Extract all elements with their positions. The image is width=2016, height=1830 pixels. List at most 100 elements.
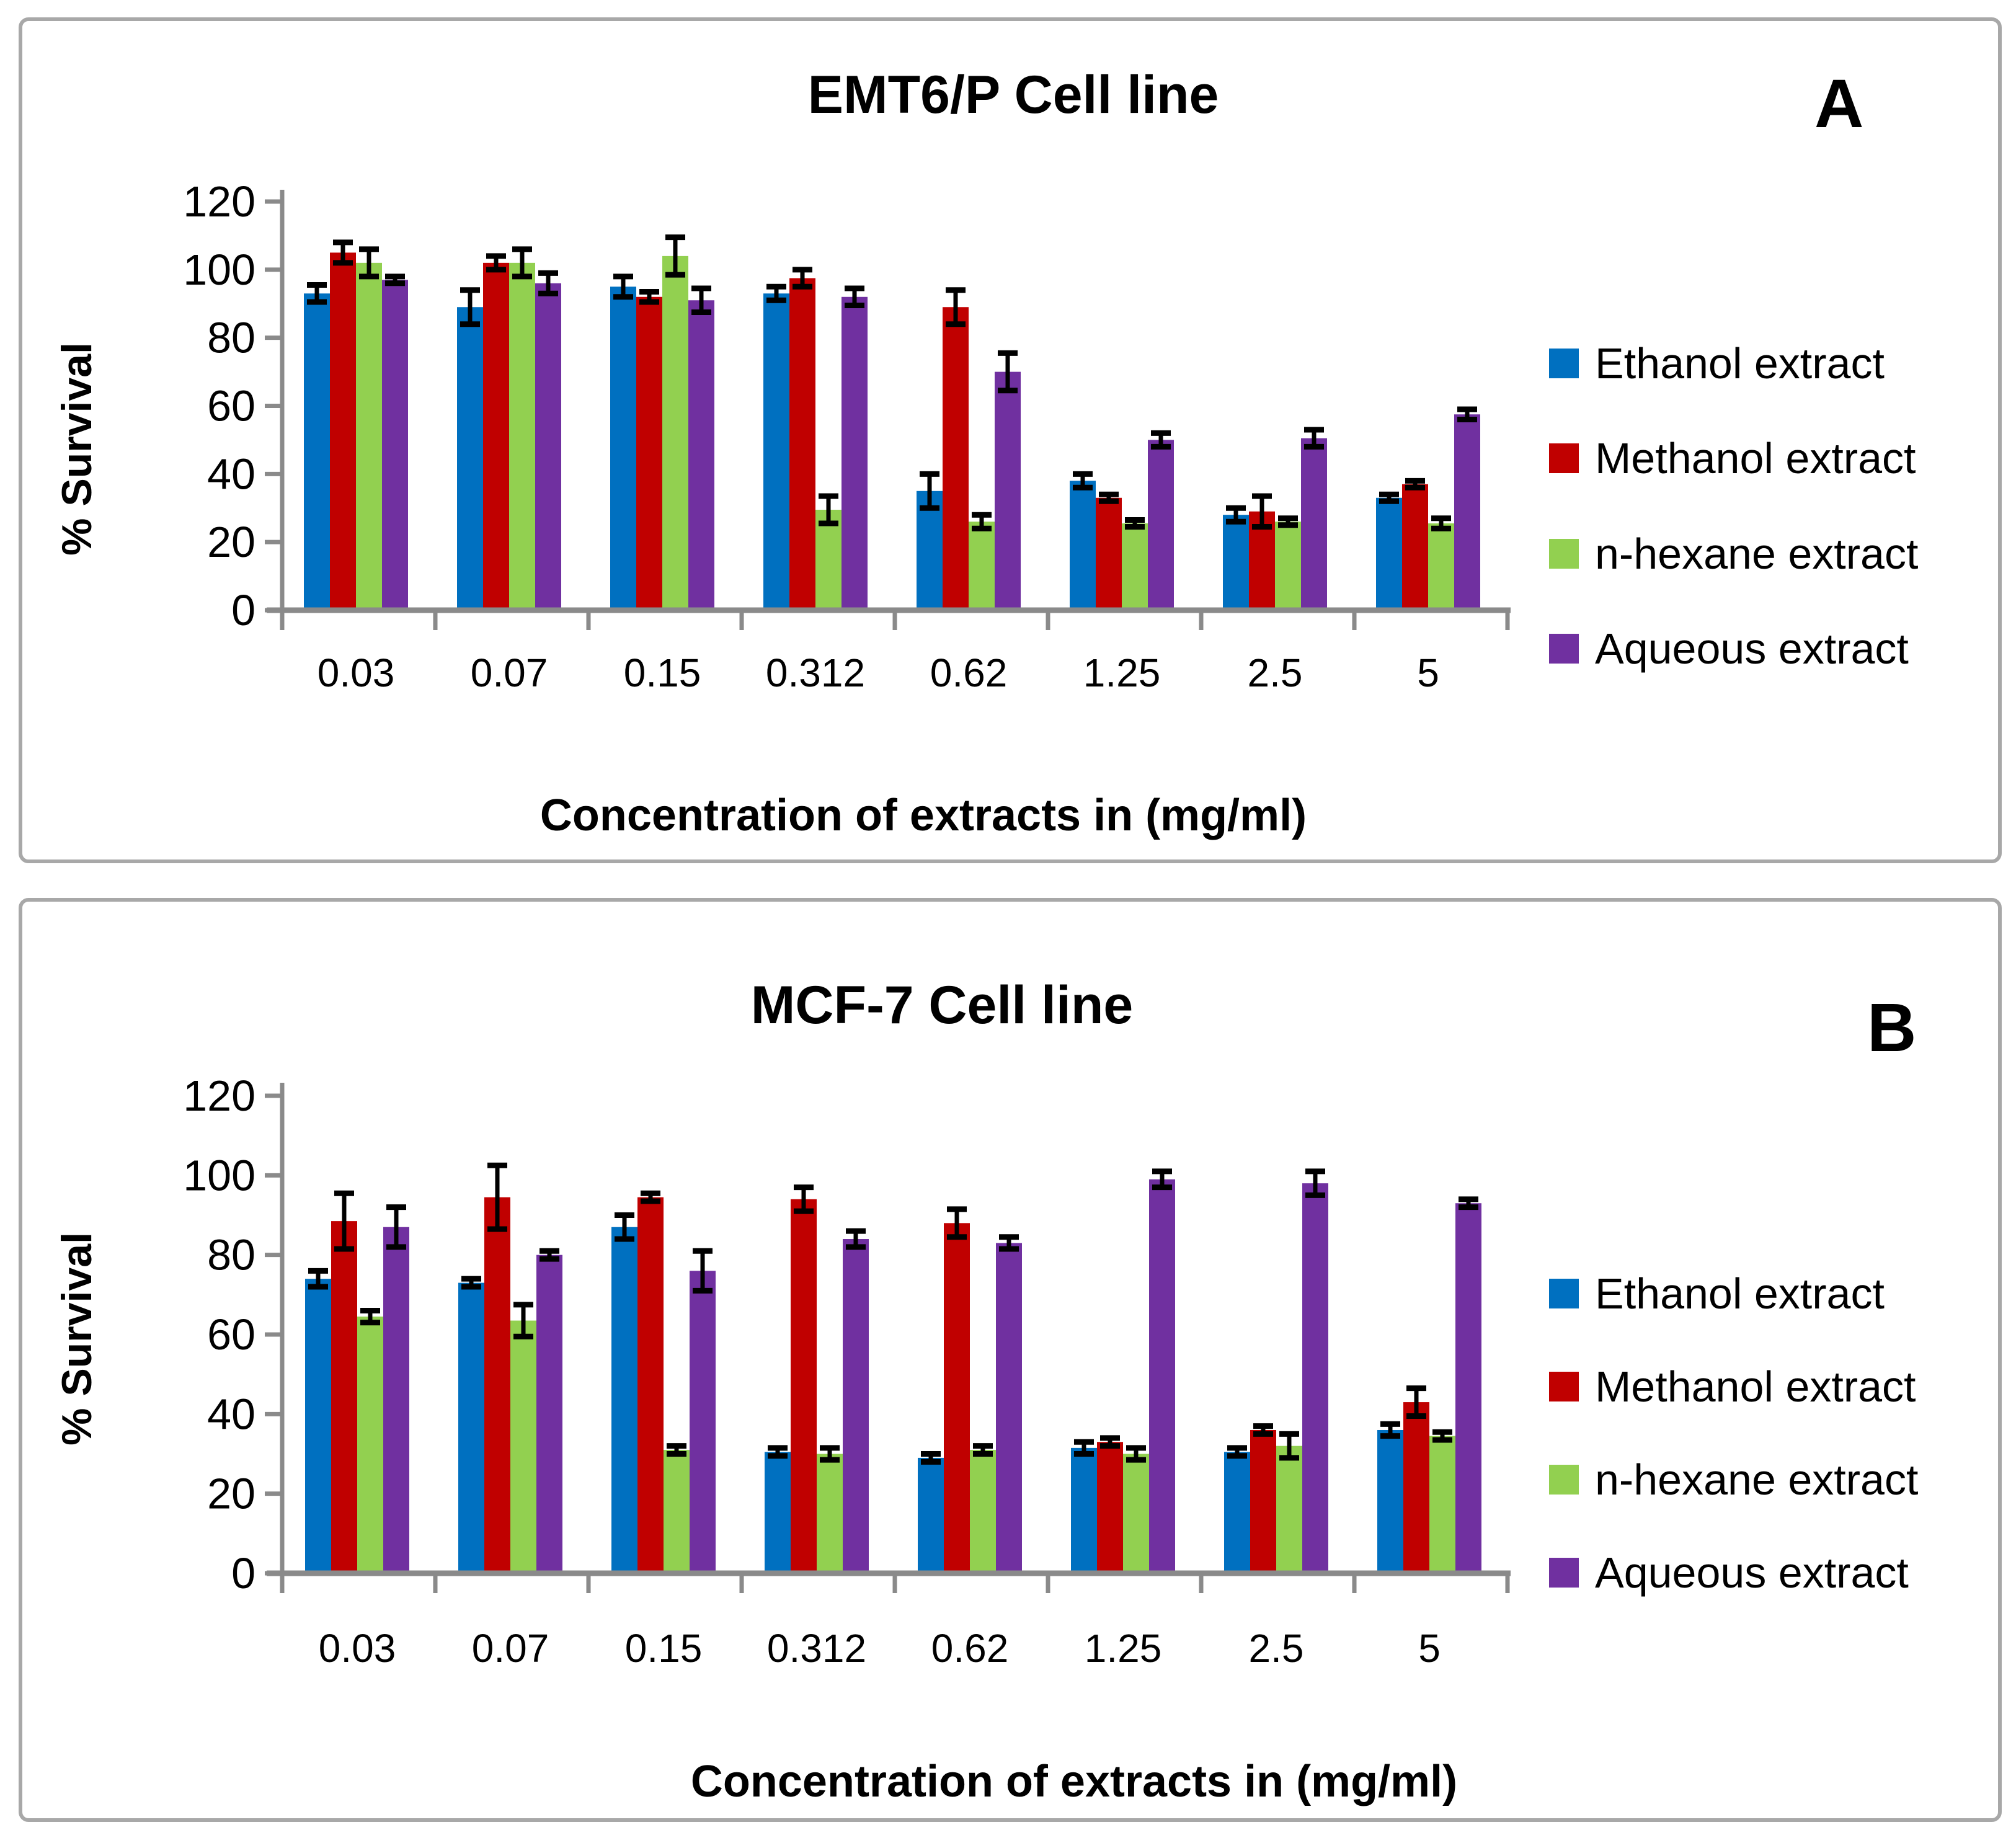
x-tick-label: 0.62	[930, 651, 1008, 695]
bar	[510, 1320, 536, 1573]
legend-swatch-nhexane	[1549, 539, 1579, 569]
x-tick-label: 0.15	[624, 651, 701, 695]
bar	[1122, 523, 1148, 610]
bar	[765, 1452, 791, 1573]
bar	[1123, 1454, 1149, 1573]
bar	[458, 1282, 484, 1573]
panel-emt6p: EMT6/P Cell line A % Survival Concentrat…	[19, 17, 2002, 863]
legend-label: Methanol extract	[1595, 434, 1916, 482]
legend-label: Aqueous extract	[1595, 1548, 1909, 1597]
bar	[1376, 497, 1402, 610]
y-tick-label: 0	[231, 1549, 255, 1597]
x-tick-label: 5	[1418, 1626, 1441, 1671]
x-tick-label: 0.03	[319, 1626, 396, 1671]
x-tick-label: 0.03	[317, 651, 395, 695]
x-tick-label: 0.312	[766, 651, 865, 695]
x-tick-label: 0.62	[931, 1626, 1009, 1671]
x-tick-label: 1.25	[1083, 651, 1161, 695]
bar	[970, 1450, 996, 1573]
bar	[1071, 1447, 1097, 1573]
bar	[841, 296, 868, 610]
chart-title-mcf7: MCF-7 Cell line	[750, 975, 1134, 1035]
y-tick-label: 60	[207, 1310, 255, 1359]
bar	[943, 307, 969, 610]
x-tick-label: 1.25	[1085, 1626, 1162, 1671]
bar	[1302, 1183, 1328, 1573]
legend-swatch-methanol	[1549, 1372, 1579, 1401]
y-tick-label: 100	[183, 246, 255, 294]
bar	[843, 1238, 869, 1573]
bar	[1275, 522, 1301, 610]
bar	[305, 1279, 331, 1573]
bar	[383, 1227, 409, 1573]
bar	[688, 300, 714, 610]
legend-label: Methanol extract	[1595, 1362, 1916, 1411]
x-axis-title-a: Concentration of extracts in (mg/ml)	[540, 791, 1307, 840]
bar	[484, 1197, 510, 1573]
bar	[1070, 481, 1096, 610]
bar	[1250, 1429, 1276, 1573]
legend-label: n-hexane extract	[1595, 1455, 1919, 1504]
bar	[1223, 515, 1249, 610]
bar	[944, 1223, 970, 1573]
bar	[996, 1243, 1022, 1573]
bar	[995, 371, 1021, 610]
y-tick-label: 40	[207, 450, 255, 498]
legend-item: Ethanol extract	[1549, 339, 1885, 388]
bar	[1377, 1429, 1403, 1573]
legend-item: Aqueous extract	[1549, 1548, 1909, 1597]
x-tick-label: 0.07	[472, 1626, 549, 1671]
bar	[331, 1221, 357, 1573]
legend-swatch-ethanol	[1549, 349, 1579, 378]
bar	[918, 1457, 944, 1573]
bar	[1224, 1452, 1250, 1573]
panel-mcf7: MCF-7 Cell line B % Survival Concentrati…	[19, 898, 2002, 1822]
bar	[535, 283, 561, 610]
bar	[1096, 497, 1122, 610]
bar	[636, 296, 662, 610]
legend-swatch-ethanol	[1549, 1279, 1579, 1308]
legend-swatch-methanol	[1549, 443, 1579, 473]
y-tick-label: 20	[207, 1470, 255, 1518]
bar	[815, 509, 841, 610]
y-axis-title-a: % Survival	[53, 342, 100, 556]
legend-swatch-aqueous	[1549, 1558, 1579, 1588]
chart-title-emt6p: EMT6/P Cell line	[807, 65, 1219, 125]
bar	[1402, 484, 1428, 610]
y-axis-title-b: % Survival	[53, 1232, 100, 1446]
bar	[1403, 1402, 1429, 1573]
bar	[637, 1197, 664, 1573]
y-tick-label: 80	[207, 314, 255, 362]
bar	[611, 1227, 637, 1573]
y-tick-label: 120	[183, 1072, 255, 1120]
x-tick-label: 0.312	[767, 1626, 866, 1671]
x-tick-label: 5	[1417, 651, 1439, 695]
legend-label: Ethanol extract	[1595, 1269, 1885, 1318]
bar	[483, 262, 509, 611]
bar	[817, 1454, 843, 1573]
bar	[610, 286, 636, 610]
bar	[357, 1317, 383, 1573]
y-tick-label: 40	[207, 1390, 255, 1438]
legend-label: Ethanol extract	[1595, 339, 1885, 388]
bar	[1428, 523, 1454, 610]
bar	[382, 280, 408, 610]
legend-item: Methanol extract	[1549, 433, 1916, 483]
y-tick-label: 20	[207, 518, 255, 566]
legend-item: n-hexane extract	[1549, 529, 1918, 579]
bar	[457, 307, 483, 610]
bar	[1097, 1442, 1123, 1573]
y-tick-label: 60	[207, 381, 255, 430]
legend-item: Methanol extract	[1549, 1362, 1916, 1411]
bar	[536, 1255, 562, 1573]
x-tick-label: 0.07	[471, 651, 548, 695]
panel-letter-a: A	[1814, 66, 1864, 142]
bar	[1149, 1179, 1175, 1573]
bar	[789, 278, 815, 610]
y-tick-label: 0	[231, 586, 255, 634]
legend-swatch-aqueous	[1549, 634, 1579, 664]
bar	[1429, 1436, 1455, 1573]
legend-label: n-hexane extract	[1595, 530, 1919, 578]
